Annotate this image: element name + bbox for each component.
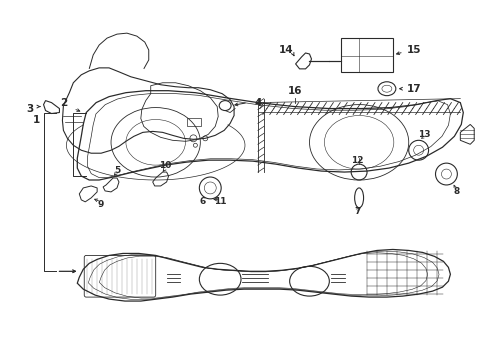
Text: 17: 17 xyxy=(406,84,420,94)
Text: 9: 9 xyxy=(98,200,104,209)
Text: 10: 10 xyxy=(159,161,171,170)
Text: 8: 8 xyxy=(452,188,459,197)
Text: 12: 12 xyxy=(350,156,363,165)
Bar xyxy=(187,118,201,126)
Text: 14: 14 xyxy=(278,45,292,55)
Text: 7: 7 xyxy=(353,207,360,216)
Text: 6: 6 xyxy=(199,197,205,206)
Text: 15: 15 xyxy=(406,45,420,55)
Text: 5: 5 xyxy=(114,166,120,175)
Text: 16: 16 xyxy=(287,86,301,96)
Text: 13: 13 xyxy=(418,130,430,139)
Text: 3: 3 xyxy=(26,104,33,113)
Text: 2: 2 xyxy=(60,98,67,108)
Text: 1: 1 xyxy=(32,116,40,126)
Text: 4: 4 xyxy=(254,98,261,108)
Text: 11: 11 xyxy=(214,197,226,206)
